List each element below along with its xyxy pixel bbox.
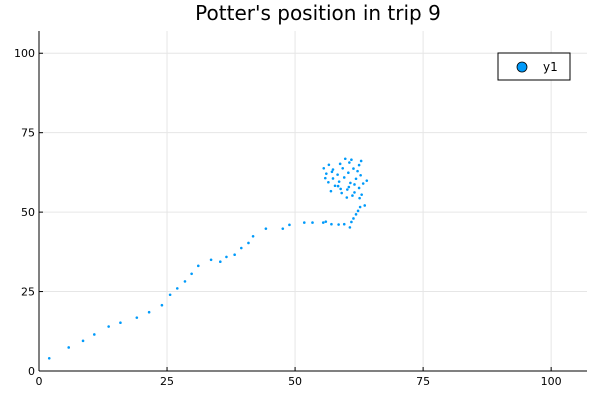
data-point-0-10: [175, 287, 179, 290]
data-point-0-9: [168, 293, 172, 297]
y-tick-label-3: 75: [21, 127, 35, 140]
y-tick-label-4: 100: [14, 47, 35, 60]
data-point-0-21: [264, 227, 268, 230]
data-point-0-70: [323, 176, 327, 180]
data-point-0-67: [350, 158, 353, 161]
data-point-0-28: [330, 222, 333, 226]
x-tick-label-4: 100: [541, 375, 562, 388]
data-point-0-55: [325, 172, 328, 175]
data-point-0-76: [359, 159, 363, 163]
data-point-0-3: [93, 333, 96, 336]
data-point-0-72: [356, 169, 359, 173]
data-point-0-68: [333, 184, 337, 188]
data-point-0-36: [358, 205, 362, 209]
y-tick-label-0: 0: [28, 365, 35, 378]
legend-label: y1: [543, 60, 558, 74]
data-point-0-16: [225, 255, 228, 259]
data-point-0-15: [219, 260, 222, 263]
data-point-0-62: [327, 163, 331, 167]
x-tick-label-2: 50: [288, 375, 302, 388]
data-points: [47, 157, 369, 360]
data-point-0-59: [331, 168, 335, 171]
data-point-0-47: [327, 180, 330, 184]
data-point-0-74: [353, 183, 356, 186]
data-point-0-63: [338, 162, 342, 166]
data-point-0-34: [354, 213, 358, 216]
data-point-0-40: [329, 189, 333, 193]
data-point-0-11: [183, 280, 187, 283]
data-point-0-29: [337, 223, 340, 226]
data-point-0-51: [331, 177, 335, 180]
data-point-0-37: [363, 204, 367, 207]
data-point-0-60: [341, 166, 345, 170]
data-point-0-24: [302, 221, 306, 224]
data-point-0-41: [340, 191, 343, 195]
data-point-0-49: [349, 181, 352, 185]
data-point-0-4: [107, 325, 110, 328]
data-point-0-6: [135, 316, 139, 319]
data-point-0-26: [321, 221, 325, 224]
x-tick-label-0: 0: [36, 375, 43, 388]
x-tick-label-1: 25: [160, 375, 174, 388]
data-point-0-75: [330, 170, 334, 174]
tick-labels: 0 25 50 75 100 0 25 50 75 100: [14, 47, 562, 388]
data-point-0-39: [358, 196, 361, 200]
y-tick-label-1: 25: [21, 286, 35, 299]
data-point-0-65: [357, 163, 361, 167]
data-point-0-5: [119, 321, 122, 325]
data-point-0-20: [251, 234, 255, 238]
data-point-0-35: [356, 209, 360, 213]
data-point-0-53: [354, 177, 358, 181]
data-point-0-69: [360, 193, 363, 196]
data-point-0-14: [209, 258, 213, 262]
data-point-0-64: [348, 161, 351, 164]
data-point-0-32: [350, 220, 353, 224]
data-point-0-61: [352, 167, 355, 170]
axes: [38, 31, 587, 372]
data-point-0-13: [196, 264, 200, 268]
data-point-0-25: [311, 221, 314, 224]
data-point-0-31: [348, 226, 352, 229]
data-point-0-43: [353, 191, 356, 194]
data-point-0-66: [343, 157, 347, 161]
data-point-0-27: [324, 220, 328, 223]
data-point-0-1: [67, 346, 71, 349]
data-point-0-58: [359, 173, 362, 177]
data-point-0-46: [357, 186, 361, 190]
data-point-0-48: [337, 180, 341, 183]
data-point-0-8: [160, 303, 164, 307]
data-point-0-2: [81, 339, 85, 343]
data-point-0-33: [352, 217, 355, 220]
data-point-0-71: [345, 196, 349, 199]
data-point-0-44: [336, 184, 340, 188]
legend-marker: [516, 61, 528, 73]
data-point-0-42: [346, 188, 349, 191]
data-point-0-77: [322, 166, 326, 170]
data-point-0-73: [339, 187, 342, 191]
data-point-0-23: [288, 223, 291, 227]
x-tick-label-3: 75: [416, 375, 430, 388]
data-point-0-7: [147, 310, 151, 314]
data-point-0-54: [365, 179, 369, 182]
data-point-0-52: [342, 176, 346, 179]
data-point-0-30: [342, 222, 346, 226]
legend: y1: [497, 52, 571, 81]
data-point-0-19: [247, 241, 250, 245]
data-point-0-12: [190, 272, 193, 276]
data-point-0-57: [347, 171, 350, 175]
data-point-0-22: [281, 227, 285, 230]
legend-box: [497, 52, 571, 81]
chart-title: Potter's position in trip 9: [195, 1, 441, 25]
data-point-0-18: [239, 246, 243, 250]
data-point-0-17: [233, 253, 236, 257]
data-point-0-56: [336, 173, 339, 176]
y-tick-label-2: 50: [21, 206, 35, 219]
data-point-0-50: [361, 182, 365, 185]
data-point-0-38: [351, 194, 354, 197]
data-point-0-45: [347, 185, 351, 189]
data-point-0-0: [47, 356, 51, 360]
